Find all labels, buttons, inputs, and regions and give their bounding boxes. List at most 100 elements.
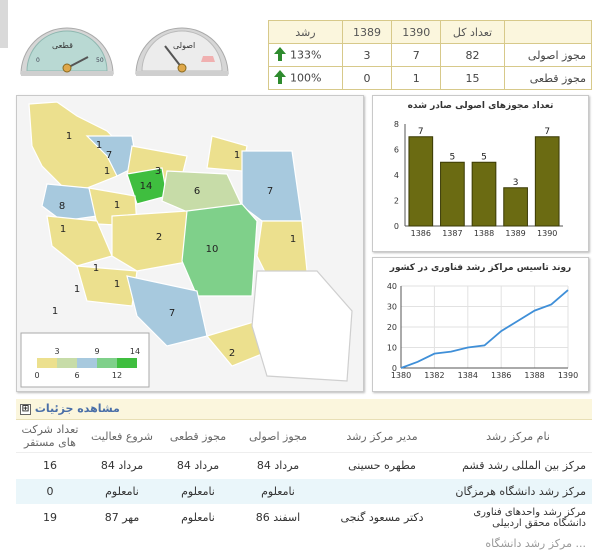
map-region[interactable] xyxy=(181,203,258,297)
map-region[interactable] xyxy=(111,210,193,272)
line-chart-title: روند تاسیس مراکز رشد فناوری در کشور xyxy=(389,263,572,273)
summary-col-growth: رشد xyxy=(268,20,343,44)
row-label: مجوز قطعی xyxy=(503,66,593,90)
data-label: 3 xyxy=(513,178,519,188)
svg-text:1: 1 xyxy=(114,279,120,290)
map-region[interactable] xyxy=(85,135,138,177)
map-region[interactable] xyxy=(251,270,353,382)
col-start[interactable]: شروع فعالیت xyxy=(84,420,160,453)
svg-text:7: 7 xyxy=(267,186,273,197)
summary-col-1389: 1389 xyxy=(341,20,393,44)
summary-header-row: رشد 1389 1390 تعداد کل xyxy=(268,20,593,44)
map-region[interactable] xyxy=(206,135,248,172)
svg-text:1: 1 xyxy=(93,263,99,274)
y-tick-label: 40 xyxy=(387,282,397,291)
svg-text:12: 12 xyxy=(112,371,122,380)
gauge-osuli: اصولی xyxy=(133,16,231,76)
svg-text:1: 1 xyxy=(290,234,296,245)
svg-text:6: 6 xyxy=(74,371,79,380)
up-arrow-icon xyxy=(274,46,286,64)
value-1389: 0 xyxy=(341,66,393,90)
x-tick-label: 1388 xyxy=(474,229,494,238)
y-tick-label: 0 xyxy=(394,222,399,231)
growth-value: 133% xyxy=(290,48,322,61)
y-tick-label: 4 xyxy=(394,171,399,180)
svg-text:1: 1 xyxy=(66,131,72,142)
svg-text:7: 7 xyxy=(169,308,175,319)
series-line xyxy=(400,289,569,369)
value-total: 82 xyxy=(440,43,505,67)
map-region[interactable] xyxy=(256,220,308,277)
y-tick-label: 8 xyxy=(394,120,399,129)
bar-chart: 0 2 4 6 8 7 1386 5 1387 5 1388 3 1389 7 1390 xyxy=(394,120,563,238)
details-toggle[interactable]: ⊞ مشاهده جزئیات xyxy=(16,402,592,415)
row-label: مجوز اصولی xyxy=(503,43,593,67)
expand-icon[interactable]: ⊞ xyxy=(20,403,31,415)
map-region[interactable] xyxy=(41,183,98,222)
growth-cell: 100% xyxy=(268,66,343,90)
col-center-name[interactable]: نام مرکز رشد xyxy=(444,420,592,453)
svg-text:6: 6 xyxy=(194,186,200,197)
x-tick-label: 1388 xyxy=(524,371,544,380)
svg-text:9: 9 xyxy=(94,347,99,356)
svg-text:8: 8 xyxy=(59,201,65,212)
x-tick-label: 1384 xyxy=(458,371,478,380)
bar-chart-panel: تعداد مجوزهای اصولی صادر شده 0 2 4 6 8 7 1386 5… xyxy=(372,95,589,252)
value-1390: 1 xyxy=(391,66,442,90)
x-tick-label: 1387 xyxy=(442,229,462,238)
col-initial-license[interactable]: مجوز اصولی xyxy=(236,420,320,453)
svg-text:14: 14 xyxy=(130,347,140,356)
svg-text:10: 10 xyxy=(206,244,219,255)
y-tick-label: 2 xyxy=(394,197,399,206)
iran-map-panel: 1 1 7 1 3 1 14 6 7 8 1 1 2 10 1 1 1 7 2 … xyxy=(16,95,364,392)
gauge-label: اصولی xyxy=(173,41,195,50)
growth-value: 100% xyxy=(290,71,322,84)
x-tick-label: 1386 xyxy=(411,229,431,238)
bar xyxy=(534,136,560,227)
col-companies[interactable]: تعداد شرکت های مستقر xyxy=(16,420,84,453)
svg-text:0: 0 xyxy=(34,371,39,380)
details-header[interactable]: ⊞ مشاهده جزئیات xyxy=(16,399,592,420)
map-region[interactable] xyxy=(76,265,138,307)
data-label: 7 xyxy=(544,127,550,137)
details-table: تعداد شرکت های مستقر شروع فعالیت مجوز قط… xyxy=(16,420,592,557)
line-chart-panel: روند تاسیس مراکز رشد فناوری در کشور 0 10 2… xyxy=(372,257,589,392)
x-tick-label: 1382 xyxy=(424,371,444,380)
map-region[interactable] xyxy=(126,275,208,347)
data-label: 7 xyxy=(418,127,424,137)
summary-col-empty xyxy=(503,20,593,44)
summary-col-1390: 1390 xyxy=(391,20,442,44)
table-row[interactable]: 0 نامعلوم نامعلوم نامعلوم مرکز رشد دانشگ… xyxy=(16,478,592,505)
line-chart: 0 10 20 30 40 1380 1382 1384 1386 1388 1390 xyxy=(387,282,578,380)
gauge-needle xyxy=(164,45,183,69)
up-arrow-icon xyxy=(274,69,286,87)
svg-text:2: 2 xyxy=(229,348,235,359)
y-tick-label: 30 xyxy=(387,303,397,312)
svg-text:1: 1 xyxy=(114,200,120,211)
svg-text:1: 1 xyxy=(52,306,58,317)
value-1389: 3 xyxy=(341,43,393,67)
bar-chart-title: تعداد مجوزهای اصولی صادر شده xyxy=(407,101,554,111)
scroll-thumb[interactable] xyxy=(0,0,8,48)
svg-text:50: 50 xyxy=(96,57,104,64)
col-manager[interactable]: مدیر مرکز رشد xyxy=(320,420,444,453)
svg-text:1: 1 xyxy=(234,150,240,161)
svg-text:14: 14 xyxy=(140,181,153,192)
y-tick-label: 6 xyxy=(394,146,399,155)
map-region[interactable] xyxy=(46,215,113,267)
table-row[interactable]: 16 مرداد 84 مرداد 84 مرداد 84 مطهره حسین… xyxy=(16,452,592,479)
summary-row: 133% 3 7 82 مجوز اصولی xyxy=(268,43,593,67)
summary-row: 100% 0 1 15 مجوز قطعی xyxy=(268,66,593,90)
table-row[interactable]: 19 مهر 87 نامعلوم اسفند 86 دکتر مسعود گن… xyxy=(16,504,592,531)
growth-cell: 133% xyxy=(268,43,343,67)
x-tick-label: 1386 xyxy=(491,371,511,380)
y-tick-label: 20 xyxy=(387,323,397,332)
summary-col-total: تعداد کل xyxy=(440,20,505,44)
x-tick-label: 1380 xyxy=(391,371,411,380)
table-row[interactable]: مرکز رشد دانشگاه ... xyxy=(16,530,592,557)
bar xyxy=(408,136,434,227)
details-header-row: تعداد شرکت های مستقر شروع فعالیت مجوز قط… xyxy=(16,420,592,453)
x-tick-label: 1390 xyxy=(537,229,557,238)
x-tick-label: 1390 xyxy=(558,371,578,380)
col-final-license[interactable]: مجوز قطعی xyxy=(160,420,236,453)
